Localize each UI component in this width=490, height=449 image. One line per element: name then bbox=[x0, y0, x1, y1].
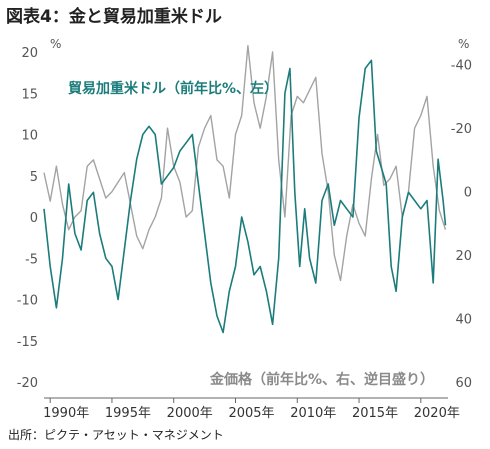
series-line-gold bbox=[43, 45, 447, 282]
series-label-usd: 貿易加重米ドル（前年比%、左） bbox=[68, 80, 278, 97]
x-tick-label: 1995年 bbox=[105, 406, 151, 421]
x-tick-label: 2005年 bbox=[228, 406, 274, 421]
left-axis: 20 15 10 5 0 -5 -10 -15 -20 bbox=[17, 46, 38, 391]
chart-title: 図表4：金と貿易加重米ドル bbox=[6, 7, 222, 27]
x-tick-label: 2000年 bbox=[167, 406, 213, 421]
source-note: 出所：ピクテ・アセット・マネジメント bbox=[8, 428, 224, 442]
right-tick-label: 60 bbox=[455, 376, 472, 391]
left-tick-label: -20 bbox=[17, 376, 38, 391]
left-tick-label: -5 bbox=[25, 252, 38, 267]
x-tick-label: 2020年 bbox=[414, 406, 460, 421]
right-tick-label: -40 bbox=[451, 59, 472, 74]
left-axis-unit: % bbox=[50, 37, 61, 51]
x-tick-label: 2010年 bbox=[290, 406, 336, 421]
right-tick-label: 40 bbox=[455, 313, 472, 328]
left-tick-label: 20 bbox=[21, 46, 38, 61]
left-tick-label: 10 bbox=[21, 129, 38, 144]
x-tick-label: 2015年 bbox=[352, 406, 398, 421]
left-tick-label: 15 bbox=[21, 87, 38, 102]
right-axis: -40 -20 0 20 40 60 bbox=[451, 59, 472, 391]
right-tick-label: 0 bbox=[464, 186, 472, 201]
left-tick-label: 5 bbox=[30, 170, 38, 185]
series-line-usd bbox=[43, 59, 447, 334]
right-tick-label: -20 bbox=[451, 122, 472, 137]
x-tick-label: 1990年 bbox=[43, 406, 89, 421]
left-tick-label: 0 bbox=[30, 211, 38, 226]
series-label-gold: 金価格（前年比%、右、逆目盛り） bbox=[209, 371, 434, 388]
x-axis: 1990年 1995年 2000年 2005年 2010年 2015年 2020年 bbox=[43, 398, 460, 421]
right-tick-label: 20 bbox=[455, 249, 472, 264]
left-tick-label: -15 bbox=[17, 335, 38, 350]
left-tick-label: -10 bbox=[17, 294, 38, 309]
right-axis-unit: % bbox=[458, 37, 469, 51]
